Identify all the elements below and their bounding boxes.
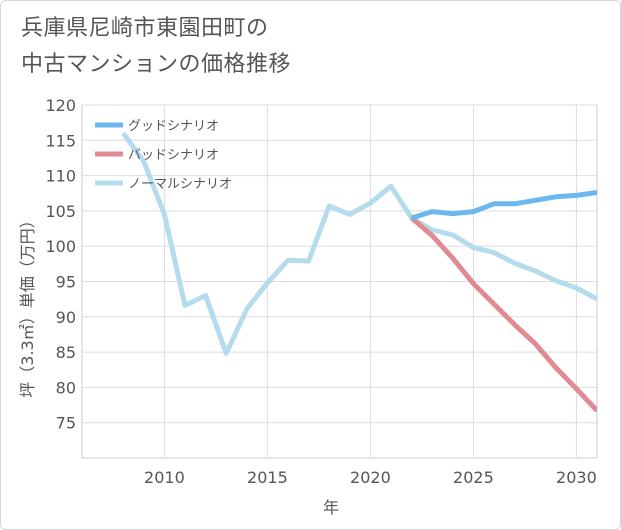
series-line-1 [409,216,597,413]
y-tick-label: 90 [56,308,76,327]
y-tick-label: 100 [45,237,76,256]
x-tick-label: 2030 [556,468,597,487]
y-axis-label: 坪（3.3㎡）単価（万円） [18,212,37,397]
y-tick-label: 75 [56,414,76,433]
x-tick-label: 2020 [350,468,391,487]
grid [81,104,598,459]
y-tick-label: 110 [45,167,76,186]
legend-label-1: バッドシナリオ [128,148,219,163]
y-tick-label: 105 [45,202,76,221]
chart-title-line1: 兵庫県尼崎市東園田町の [21,16,269,41]
x-tick-label: 2015 [247,468,288,487]
x-tick-label: 2025 [453,468,494,487]
series-line-2 [121,131,597,356]
chart-title-line2: 中古マンションの価格推移 [21,52,292,77]
y-tick-label: 115 [45,131,76,150]
legend-label-0: グッドシナリオ [128,119,219,134]
y-tick-label: 120 [45,96,76,115]
y-tick-label: 85 [56,343,76,362]
legend-label-2: ノーマルシナリオ [128,177,232,192]
x-axis-label: 年 [323,498,339,517]
y-tick-label: 80 [56,378,76,397]
x-tick-label: 2010 [144,468,185,487]
axis-ticks: 75 80 85 90 95 100 105 110 115 120 2010 2015 2020 202… [45,96,596,487]
y-tick-label: 95 [56,273,76,292]
series-lines [121,131,597,413]
series-line-0 [410,190,597,221]
chart-title: 兵庫県尼崎市東園田町の 中古マンションの価格推移 [21,11,581,83]
